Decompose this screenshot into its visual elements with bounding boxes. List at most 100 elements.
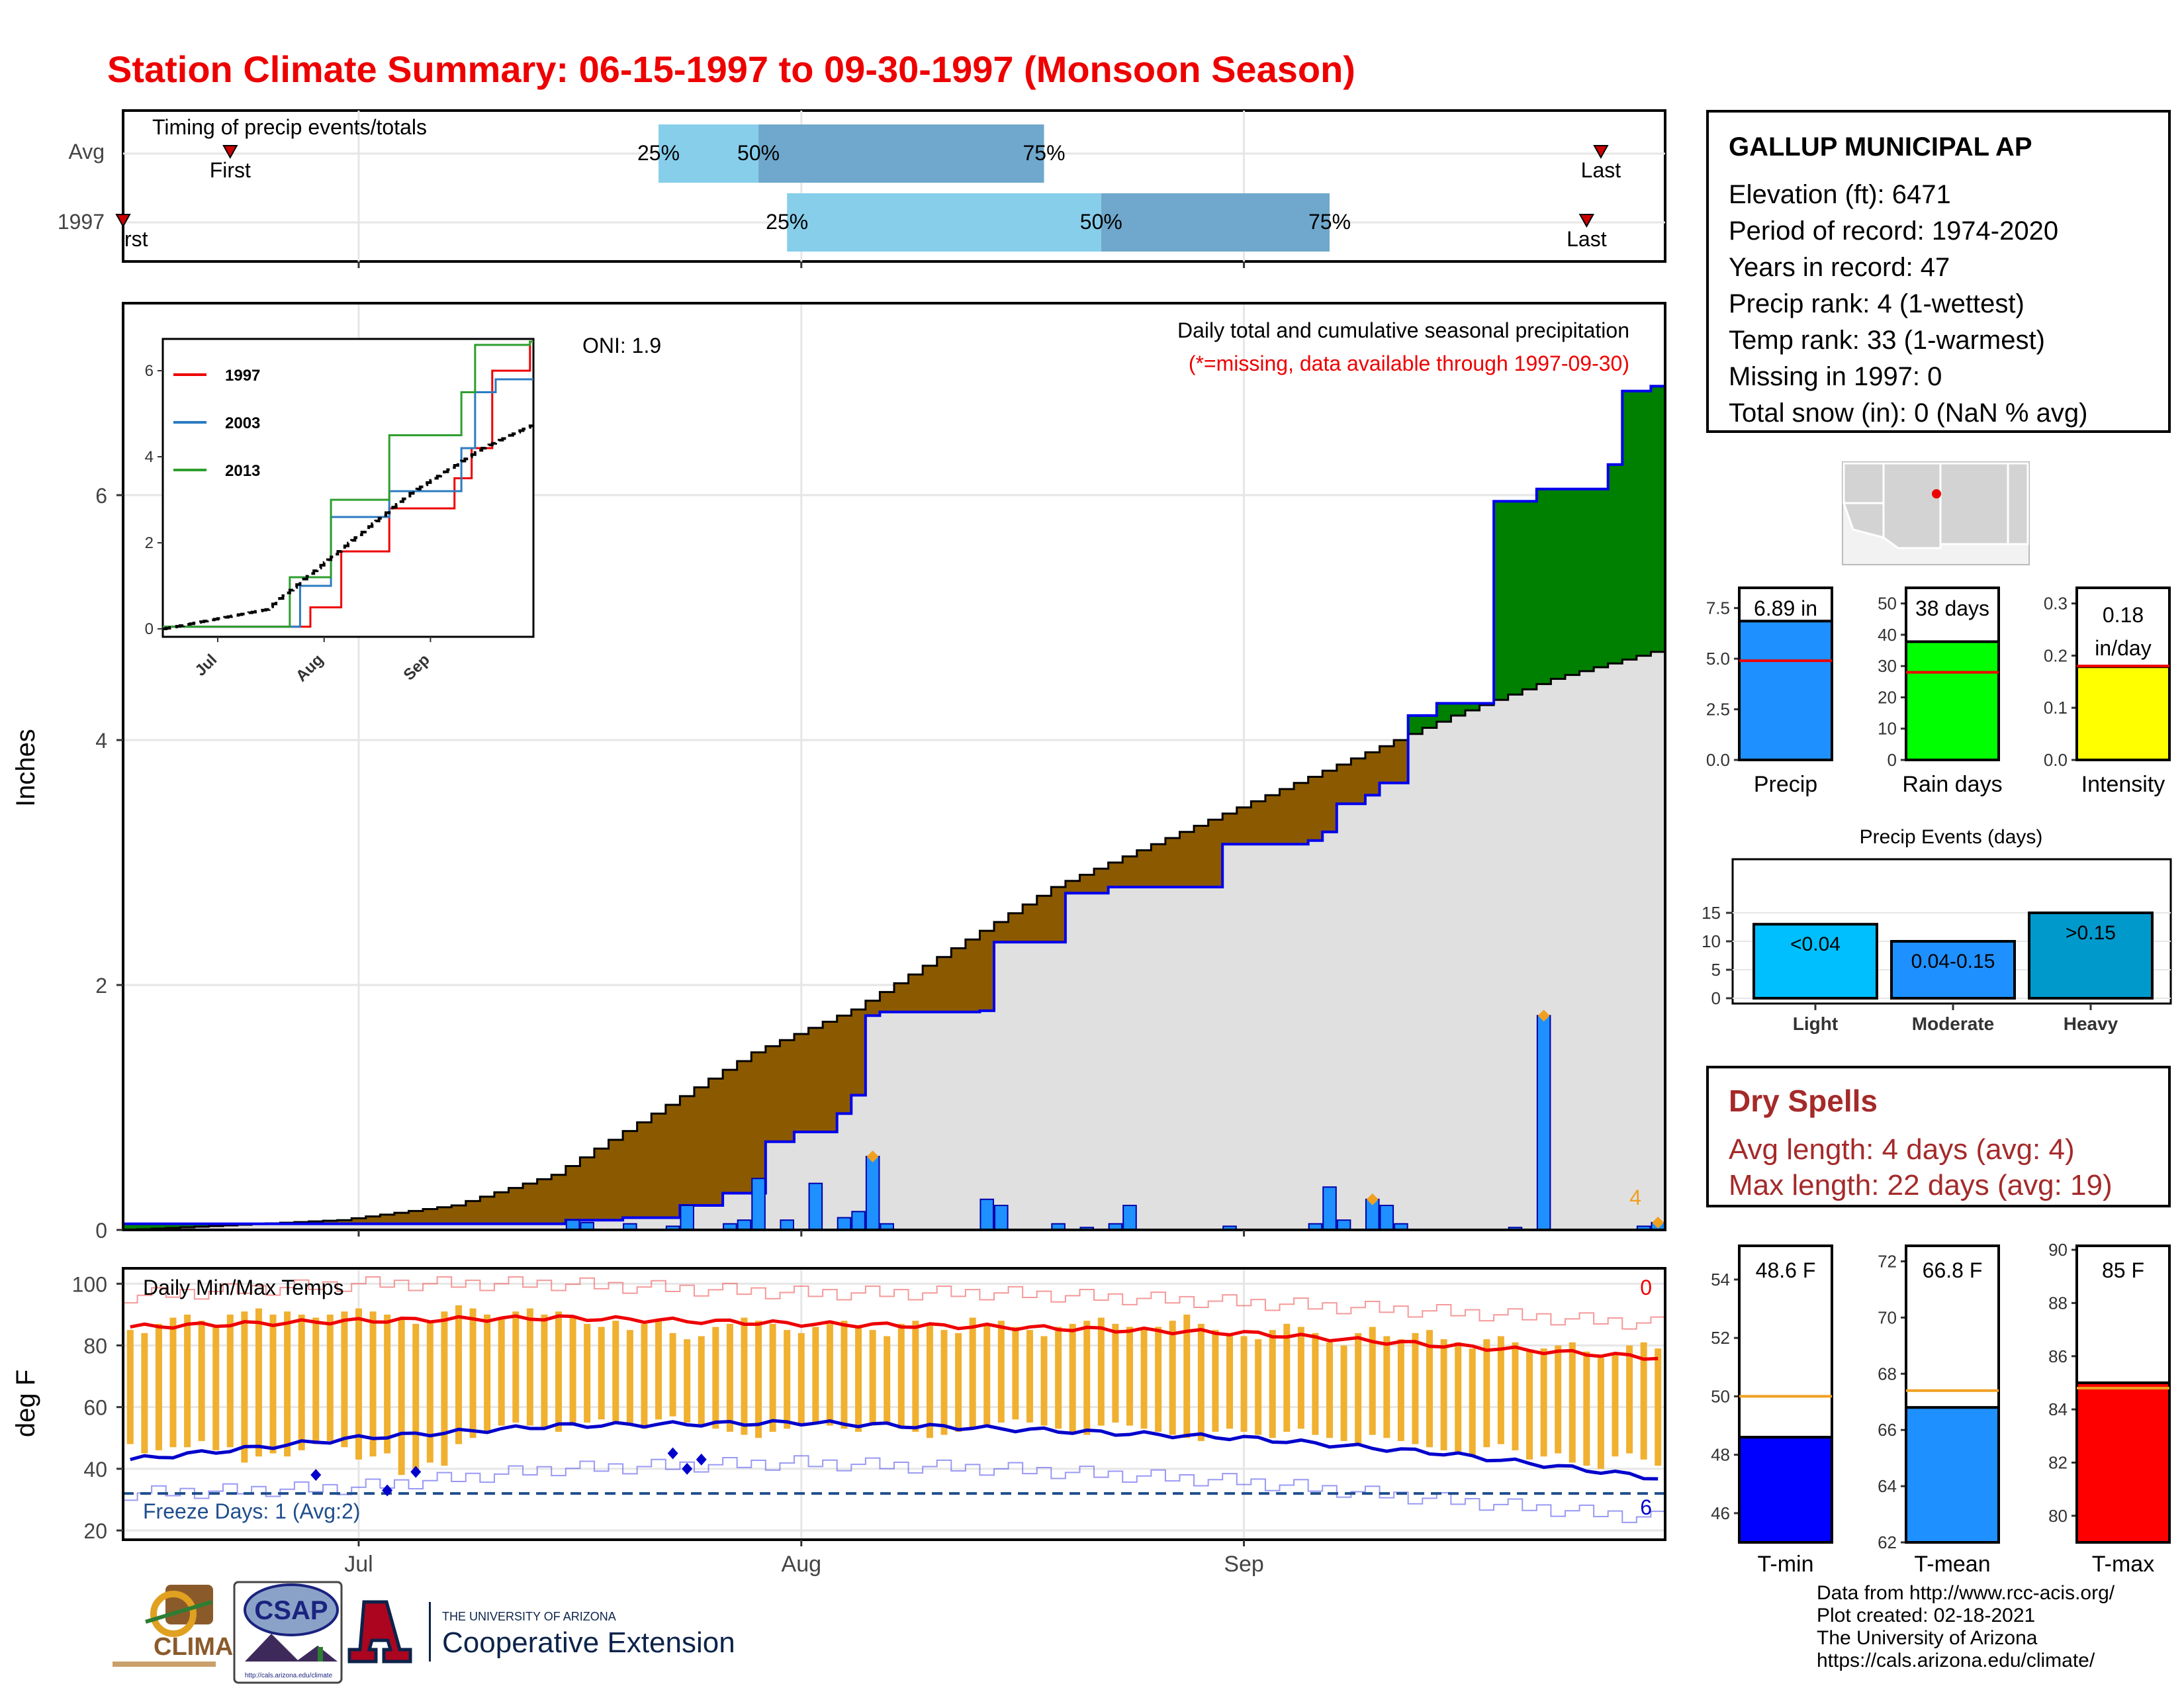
daily-temp-bar [269, 1314, 277, 1454]
deficit-fill [594, 1149, 610, 1221]
daily-temp-bar [526, 1308, 533, 1426]
daily-temp-bar [126, 1330, 134, 1444]
avg-max-line [130, 1314, 1659, 1361]
tsum-ytick-label: 72 [1878, 1251, 1897, 1271]
dry-spells-title: Dry Spells [1729, 1084, 1878, 1118]
q50-label: 50% [1080, 210, 1122, 234]
precip-panel: 0 2 4 6 Inches ONI: 1.9 Daily total and cum… [11, 302, 1666, 1243]
station-missing: Missing in 1997: 0 [1729, 362, 1942, 391]
station-period: Period of record: 1974-2020 [1729, 216, 2059, 246]
inset-series-line [163, 340, 533, 628]
summary-ytick-label: 7.5 [1706, 598, 1730, 618]
quartile-bar-upper [1101, 193, 1330, 252]
deficit-fill [451, 1205, 467, 1224]
daily-temp-bar [641, 1323, 648, 1429]
q50-label: 50% [737, 141, 780, 165]
daily-temp-bar [1512, 1342, 1519, 1450]
daily-temp-bar [498, 1317, 505, 1426]
surplus-fill [1522, 501, 1537, 690]
daily-temp-bar [241, 1311, 248, 1463]
temp-ytick-label: 60 [83, 1396, 107, 1420]
daily-temp-bar [1212, 1330, 1219, 1432]
summary-value-label: 0.18 [2103, 603, 2144, 627]
dry-spells-avg: Avg length: 4 days (avg: 4) [1729, 1133, 2075, 1166]
first-label: rst [124, 227, 148, 251]
daily-temp-bar [1026, 1330, 1033, 1423]
deficit-fill [965, 939, 981, 1012]
summary-name: Precip [1754, 772, 1817, 797]
deficit-fill [1322, 771, 1338, 832]
deficit-fill [880, 992, 895, 1012]
deficit-fill [465, 1201, 480, 1224]
daily-temp-bar [312, 1317, 320, 1444]
daily-temp-bar [912, 1321, 919, 1432]
cumulative-1997-line [123, 385, 1665, 1225]
surplus-fill [137, 1223, 152, 1230]
tsum-bar-frame [1738, 1244, 1833, 1439]
daily-temp-bar [1583, 1351, 1590, 1466]
deficit-fill [1265, 795, 1281, 845]
daily-temp-bar [1012, 1327, 1019, 1420]
station-snow: Total snow (in): 0 (NaN % avg) [1729, 399, 2088, 428]
inset-legend-label: 1997 [225, 367, 260, 385]
deficit-fill [751, 1052, 766, 1194]
daily-temp-bar [726, 1323, 733, 1432]
deficit-fill [408, 1211, 424, 1224]
summary-ytick-label: 0 [1888, 750, 1897, 770]
daily-temp-bar [684, 1339, 691, 1423]
tsum-bar [2075, 1381, 2171, 1544]
daily-temp-bar [1083, 1321, 1091, 1435]
daily-temp-bar [569, 1317, 576, 1426]
surplus-fill [1494, 501, 1509, 700]
deficit-fill [837, 1015, 852, 1114]
deficit-fill [651, 1113, 666, 1218]
summary-value-label: 6.89 in [1754, 596, 1817, 620]
daily-precip-bar [680, 1205, 694, 1231]
dry-spells-box: Dry Spells Avg length: 4 days (avg: 4) M… [1706, 1066, 2171, 1207]
deficit-fill [936, 957, 952, 1012]
deficit-fill [1023, 904, 1038, 943]
daily-temp-bar [1540, 1348, 1547, 1457]
daily-precip-bar [851, 1211, 866, 1231]
daily-temp-bar [212, 1327, 220, 1450]
daily-temp-bar [1169, 1321, 1176, 1435]
tsum-ytick-label: 68 [1878, 1364, 1897, 1383]
deficit-fill [923, 965, 938, 1012]
tsum-value-label: 48.6 F [1756, 1258, 1816, 1282]
tsum-bar [1738, 1436, 1833, 1544]
deficit-fill [608, 1139, 623, 1221]
deficit-fill [979, 931, 995, 1011]
q75-label: 75% [1308, 210, 1351, 234]
deficit-fill [737, 1060, 752, 1194]
temp-ytick-label: 100 [72, 1272, 107, 1296]
tsum-ytick-label: 52 [1711, 1328, 1730, 1348]
tsum-name: T-max [2092, 1552, 2154, 1577]
deficit-fill [1051, 887, 1066, 943]
deficit-fill [794, 1034, 809, 1132]
daily-temp-bar [1297, 1327, 1304, 1429]
summary-ytick-label: 20 [1878, 687, 1897, 707]
daily-temp-bar [969, 1317, 976, 1429]
deficit-fill [1079, 874, 1095, 894]
daily-temp-bar [812, 1327, 819, 1423]
deficit-fill [665, 1105, 680, 1218]
daily-temp-bar [698, 1336, 705, 1426]
surplus-fill [1408, 716, 1423, 734]
deficit-fill [580, 1157, 595, 1221]
daily-temp-bar [1440, 1339, 1447, 1450]
extreme-marker [866, 1150, 879, 1162]
first-label: First [210, 158, 251, 182]
station-marker [1932, 489, 1941, 498]
credit-line: Plot created: 02-18-2021 [1817, 1605, 2036, 1626]
inset-ytick-label: 6 [145, 362, 154, 380]
summary-bar-frame [1738, 586, 1833, 623]
deficit-fill [1136, 850, 1152, 887]
deficit-fill [551, 1174, 567, 1224]
deficit-fill [1194, 825, 1209, 887]
station-info-box: GALLUP MUNICIPAL AP Elevation (ft): 6471… [1706, 110, 2171, 433]
daily-precip-bar [751, 1178, 766, 1231]
quartile-bar-lower [659, 124, 759, 183]
daily-temp-bar [1655, 1348, 1662, 1466]
deficit-fill [365, 1216, 381, 1224]
